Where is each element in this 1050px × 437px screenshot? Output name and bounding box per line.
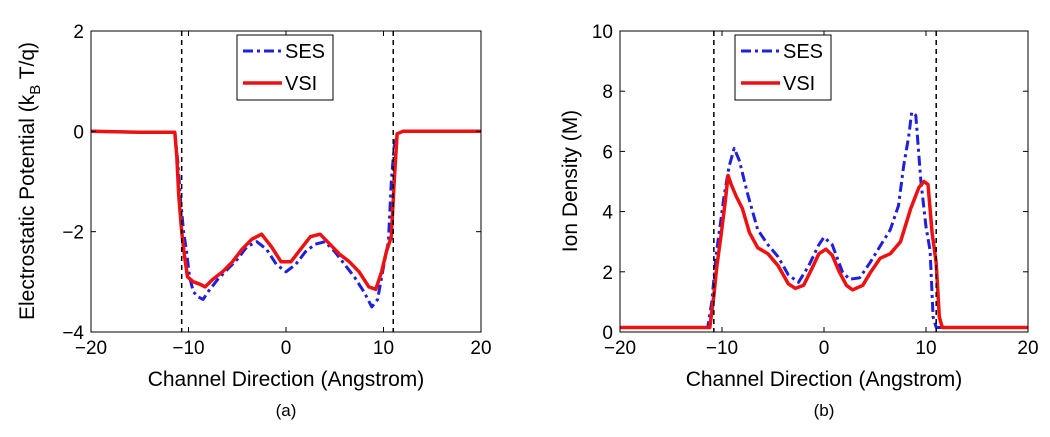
x-axis-label: Channel Direction (Angstrom) bbox=[686, 368, 963, 391]
tick-layer: −20 −10 0 10 20−4−202 bbox=[62, 22, 491, 359]
legend-label-ses: SES bbox=[783, 41, 823, 63]
legend: SES VSI bbox=[236, 34, 334, 101]
panel-a: −20 −10 0 10 20−4−202 SES VSI Channel Direct… bbox=[16, 22, 492, 420]
x-tick-label: −20 bbox=[75, 338, 107, 359]
x-tick-label: −20 bbox=[604, 338, 636, 359]
series-layer bbox=[620, 110, 1028, 330]
legend-box bbox=[734, 34, 832, 101]
y-tick-label: 2 bbox=[73, 22, 84, 43]
y-tick-label: 0 bbox=[602, 323, 613, 344]
series-line-vsi bbox=[620, 173, 1028, 330]
series-line-ses bbox=[90, 129, 481, 309]
y-tick-label: 10 bbox=[592, 22, 613, 43]
series-layer bbox=[90, 129, 481, 309]
x-tick-label: 10 bbox=[373, 338, 394, 359]
y-tick-label: −2 bbox=[62, 223, 84, 244]
x-tick-label: −10 bbox=[706, 338, 738, 359]
y-tick-label: 8 bbox=[602, 82, 613, 103]
y-tick-label: 4 bbox=[602, 203, 613, 224]
x-tick-label: 0 bbox=[819, 338, 830, 359]
legend-label-ses: SES bbox=[285, 41, 325, 63]
series-line-ses bbox=[620, 110, 1028, 329]
series-line-vsi bbox=[90, 129, 481, 292]
panel-b: −20 −10 0 10 20 0 2 4 6 8 10 SES VSI Channel Direc… bbox=[559, 22, 1039, 420]
y-tick-label: −4 bbox=[62, 323, 84, 344]
y-tick-label: 6 bbox=[602, 142, 613, 163]
legend-label-vsi: VSI bbox=[783, 73, 815, 95]
caption-b: (b) bbox=[814, 401, 835, 420]
legend: SES VSI bbox=[734, 34, 832, 101]
x-tick-label: 0 bbox=[281, 338, 292, 359]
legend-label-vsi: VSI bbox=[285, 73, 317, 95]
y-tick-label: 2 bbox=[602, 263, 613, 284]
tick-layer: −20 −10 0 10 20 0 2 4 6 8 10 bbox=[592, 22, 1039, 359]
legend-box bbox=[236, 34, 334, 101]
x-tick-label: 20 bbox=[1017, 338, 1038, 359]
x-tick-label: 20 bbox=[470, 338, 491, 359]
caption-a: (a) bbox=[276, 401, 297, 420]
y-tick-label: 0 bbox=[73, 122, 84, 143]
y-axis-label: Ion Density (M) bbox=[559, 110, 582, 252]
x-axis-label: Channel Direction (Angstrom) bbox=[148, 368, 425, 391]
y-axis-label: Electrostatic Potential (kB T/q) bbox=[16, 42, 44, 320]
x-tick-label: 10 bbox=[915, 338, 936, 359]
x-tick-label: −10 bbox=[172, 338, 204, 359]
